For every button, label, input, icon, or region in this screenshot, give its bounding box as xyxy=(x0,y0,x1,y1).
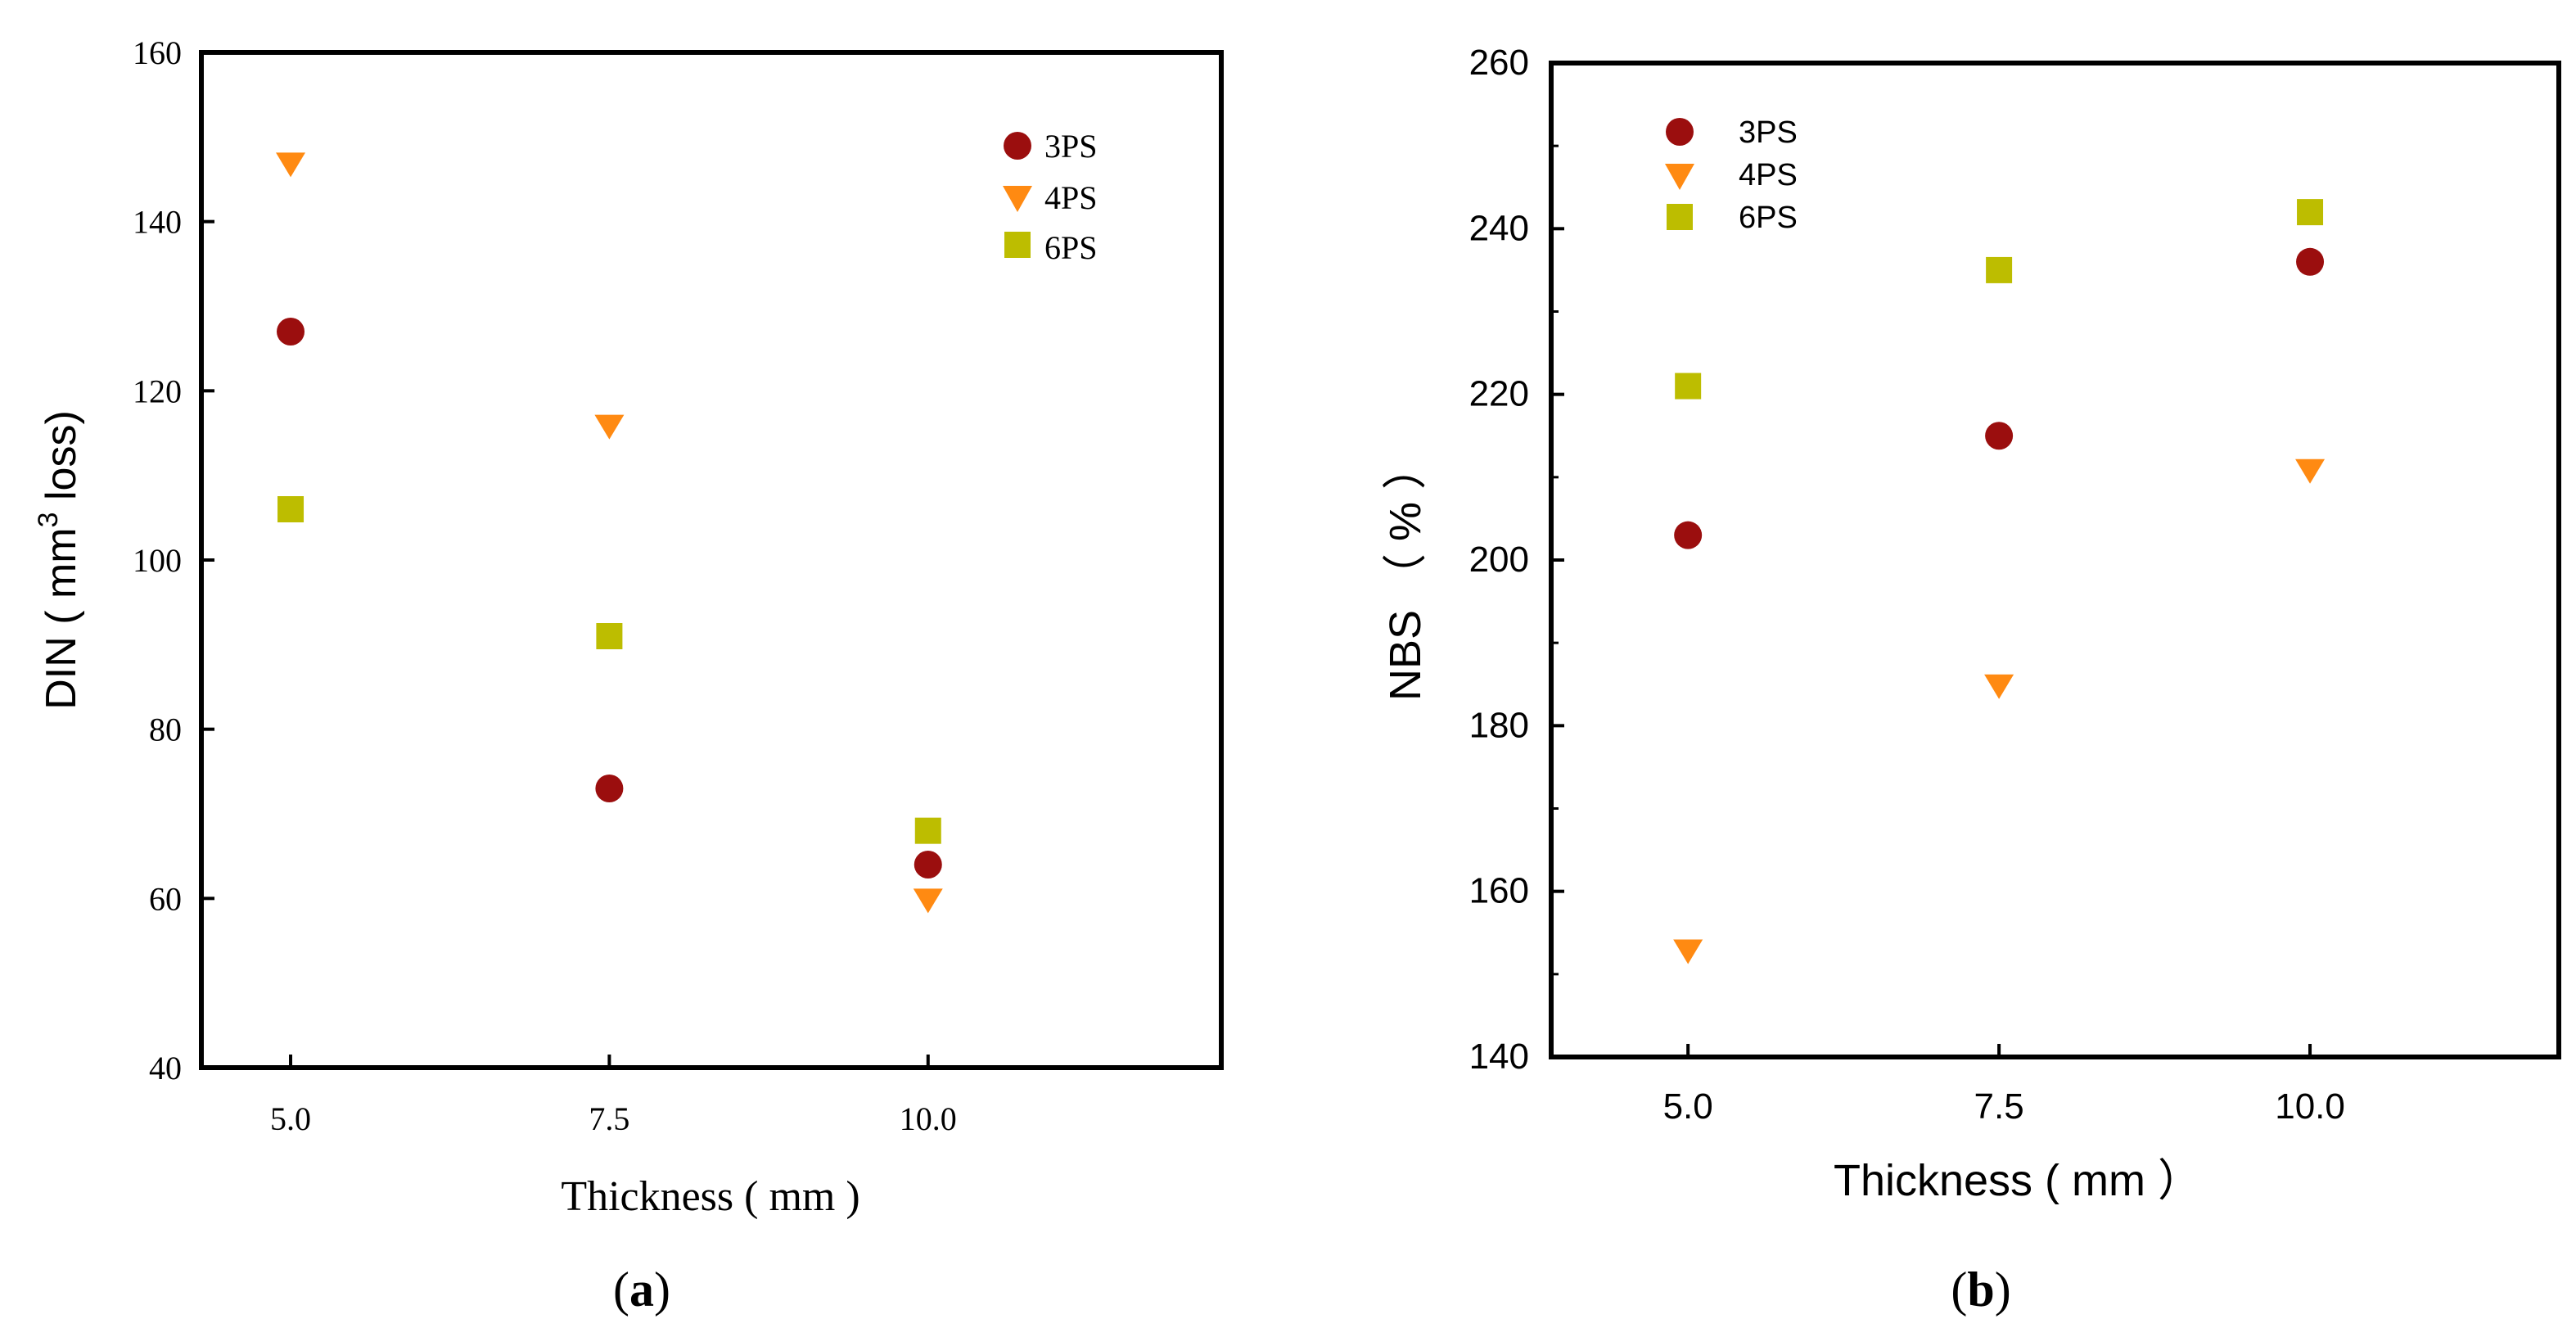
data-point-6ps xyxy=(914,817,941,844)
data-point-6ps xyxy=(2297,199,2324,226)
data-point-3ps xyxy=(914,851,942,879)
data-point-3ps xyxy=(595,775,624,802)
x-axis-label-a: Thickness ( mm ) xyxy=(561,1173,859,1220)
x-tick-label: 5.0 xyxy=(270,1100,311,1137)
legend-label-4ps-b: 4PS xyxy=(1739,158,1798,192)
x-tick-label: 5.0 xyxy=(1663,1086,1713,1127)
data-point-4ps xyxy=(913,888,943,914)
y-tick-label: 140 xyxy=(133,204,182,241)
data-point-4ps xyxy=(1673,939,1703,964)
plot-frame-b xyxy=(1549,61,2561,1059)
x-tick-label: 7.5 xyxy=(1974,1086,2024,1127)
data-points-a xyxy=(276,152,943,914)
data-point-6ps xyxy=(1675,373,1702,400)
panel-label-a: (a) xyxy=(613,1262,670,1317)
data-point-6ps xyxy=(277,496,305,522)
x-tick-label: 10.0 xyxy=(900,1100,957,1137)
legend-marker-6ps-a xyxy=(1004,232,1031,258)
legend-label-6ps-b: 6PS xyxy=(1739,201,1798,235)
y-tick-label: 80 xyxy=(149,711,182,748)
y-ticks-a: 40 60 80 100 120 140 160 xyxy=(133,34,214,1086)
legend-marker-6ps-b xyxy=(1667,204,1693,230)
y-tick-label: 140 xyxy=(1469,1037,1529,1077)
legend-label-3ps-a: 3PS xyxy=(1044,128,1098,165)
panel-a: 40 60 80 100 120 140 160 5.0 7.5 10.0 3PS 4PS 6P… xyxy=(33,34,1224,1317)
data-point-4ps xyxy=(594,414,625,440)
legend-label-4ps-a: 4PS xyxy=(1044,179,1098,216)
legend-a: 3PS 4PS 6PS xyxy=(1003,128,1098,266)
y-axis-label-a: DIN ( mm3 loss) xyxy=(33,410,85,710)
y-tick-label: 100 xyxy=(133,542,182,579)
data-point-3ps xyxy=(277,318,305,346)
data-point-3ps xyxy=(2296,247,2325,276)
y-tick-label: 220 xyxy=(1469,374,1529,414)
y-tick-label: 240 xyxy=(1469,208,1529,248)
y-tick-label: 40 xyxy=(149,1050,182,1086)
x-tick-label: 10.0 xyxy=(2275,1086,2345,1127)
y-tick-label: 60 xyxy=(149,880,182,917)
y-tick-label: 160 xyxy=(133,34,182,71)
legend-marker-4ps-b xyxy=(1665,164,1694,190)
legend-marker-3ps-a xyxy=(1004,132,1031,160)
data-point-4ps xyxy=(2295,458,2326,484)
y-axis-label-b: NBS （ % ） xyxy=(1381,445,1430,701)
y-tick-label: 120 xyxy=(133,373,182,409)
data-point-3ps xyxy=(1985,422,2014,450)
legend-label-3ps-b: 3PS xyxy=(1739,115,1798,150)
panel-label-b: (b) xyxy=(1951,1262,2010,1317)
x-axis-label-b: Thickness ( mm ） xyxy=(1834,1156,2202,1205)
y-ticks-b: 140 160 180 200 220 240 260 xyxy=(1469,43,1564,1077)
y-tick-label: 200 xyxy=(1469,540,1529,580)
y-tick-label: 160 xyxy=(1469,871,1529,911)
panel-b: 140 160 180 200 220 240 260 5.0 7.5 10.0 3PS 4PS… xyxy=(1381,43,2561,1317)
data-point-4ps xyxy=(276,152,306,178)
data-point-6ps xyxy=(1986,256,2013,283)
x-tick-label: 7.5 xyxy=(589,1100,629,1137)
legend-label-6ps-a: 6PS xyxy=(1044,229,1098,266)
data-point-3ps xyxy=(1674,521,1703,549)
legend-b: 3PS 4PS 6PS xyxy=(1665,115,1798,235)
y-tick-label: 180 xyxy=(1469,705,1529,745)
x-ticks-b: 5.0 7.5 10.0 xyxy=(1663,1044,2345,1127)
legend-marker-3ps-b xyxy=(1666,118,1694,146)
data-points-b xyxy=(1673,199,2326,964)
data-point-4ps xyxy=(1984,674,2014,699)
x-ticks-a: 5.0 7.5 10.0 xyxy=(270,1055,957,1137)
y-tick-label: 260 xyxy=(1469,43,1529,83)
data-point-6ps xyxy=(596,623,623,649)
legend-marker-4ps-a xyxy=(1003,186,1032,212)
